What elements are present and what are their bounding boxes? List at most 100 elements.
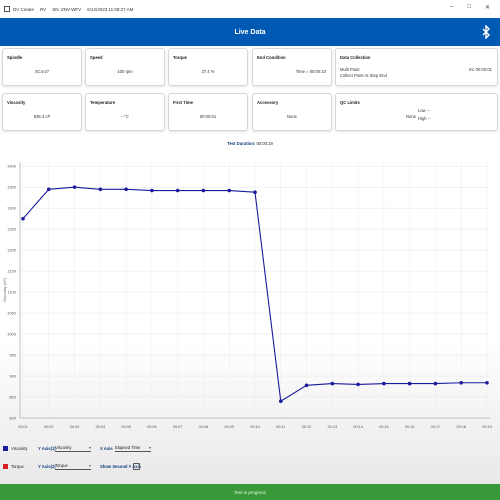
x-tick-label: 00:14 — [353, 425, 363, 429]
close-icon[interactable]: ✕ — [484, 5, 490, 11]
viscosity-point — [124, 187, 128, 192]
data-collection-label: Data Collection — [340, 55, 371, 60]
data-collection-mode: Multi Point — [340, 67, 360, 72]
second-y-axis-toggle[interactable] — [133, 463, 140, 470]
viscosity-point — [46, 187, 51, 192]
viscosity-point — [227, 188, 232, 193]
bluetooth-icon[interactable] — [480, 25, 492, 39]
viscosity-point — [382, 381, 386, 386]
y-axis2-dropdown[interactable]: Torque ▾ — [55, 462, 91, 470]
y-tick-label: 1200 — [7, 248, 17, 253]
y-tick-label: 1100 — [7, 290, 16, 295]
torque-swatch[interactable] — [3, 463, 8, 469]
y-tick-label: 1150 — [7, 269, 16, 274]
viscosity-point — [278, 399, 283, 404]
x-axis-dropdown[interactable]: Elapsed Time ▾ — [115, 444, 151, 452]
y-tick-label: 1250 — [7, 227, 17, 232]
x-axis-value: Elapsed Time — [115, 445, 141, 450]
x-tick-label: 00:06 — [147, 425, 157, 429]
torque-value: 37.4 % — [201, 69, 215, 74]
x-tick-label: 00:17 — [431, 425, 441, 429]
y-tick-label: 800 — [9, 416, 16, 421]
y-axis1-value: Viscosity — [55, 445, 72, 450]
x-tick-label: 00:13 — [328, 425, 338, 429]
x-tick-label: 00:19 — [482, 425, 492, 429]
spindle-card: Spindle SC4-27 — [2, 48, 82, 86]
x-tick-label: 00:04 — [96, 425, 106, 429]
qc-high: High -- — [418, 116, 431, 121]
viscosity-label: Viscosity — [7, 100, 26, 105]
series-row-viscosity: Viscosity Y Axis(1) Viscosity ▾ X Axis E… — [0, 442, 500, 454]
accessory-card: Accessory None — [252, 93, 332, 131]
viscosity-swatch[interactable] — [3, 445, 8, 451]
menu-icon[interactable] — [4, 6, 10, 12]
viscosity-point — [150, 188, 154, 193]
temperature-value: --°C — [121, 114, 129, 119]
viscosity-card: Viscosity 835.3 cP — [2, 93, 82, 131]
y-tick-label: 850 — [9, 395, 16, 400]
x-tick-label: 00:02 — [44, 425, 54, 429]
end-condition-label: End Condition — [257, 55, 286, 60]
window-titlebar: DV Create RV SN: ZNV-WFV 6/12/2023 11:08… — [0, 0, 500, 19]
viscosity-point — [175, 188, 180, 193]
y-tick-label: 1350 — [7, 185, 17, 190]
x-tick-label: 00:15 — [379, 425, 389, 429]
x-tick-label: 00:07 — [173, 425, 183, 429]
viscosity-point — [407, 381, 412, 386]
x-tick-label: 00:18 — [456, 425, 466, 429]
x-tick-label: 00:10 — [250, 425, 260, 429]
end-condition-card: End Condition Time = 00:00:10 — [252, 48, 332, 86]
device-serial: SN: ZNV-WFV — [52, 6, 82, 12]
spindle-value: SC4-27 — [34, 69, 50, 74]
data-collection-card: Data Collection Multi Point Collect Poin… — [335, 48, 498, 86]
viscosity-point — [459, 380, 464, 385]
chart-background — [0, 340, 500, 500]
end-condition-value: Time = 00:00:10 — [295, 69, 326, 74]
qc-low: Low -- — [418, 108, 430, 113]
viscosity-series-label: Viscosity — [11, 445, 28, 451]
datetime: 6/12/2023 11:08:27 AM — [87, 6, 134, 12]
torque-series-label: Torque — [11, 463, 24, 469]
series-row-torque: Torque Y Axis(2) Torque ▾ Show Second Y … — [0, 460, 500, 472]
torque-card: Torque 37.4 % — [168, 48, 248, 86]
test-duration-value: 00:00:19 — [256, 141, 273, 146]
test-duration-label: Test Duration: — [227, 141, 256, 146]
accessory-label: Accessory — [257, 100, 279, 105]
chevron-down-icon: ▾ — [88, 463, 91, 468]
y-tick-label: 1400 — [7, 164, 17, 169]
first-time-value: 00:00:01 — [199, 114, 217, 119]
window-controls: – □ ✕ — [450, 4, 496, 11]
y-tick-label: 1300 — [7, 206, 17, 211]
viscosity-point — [304, 383, 309, 388]
x-tick-label: 00:16 — [405, 425, 415, 429]
viscosity-point — [21, 216, 25, 221]
y-axis1-dropdown[interactable]: Viscosity ▾ — [55, 444, 91, 452]
data-collection-interval: Inc 00:00:01 — [468, 67, 492, 72]
temperature-card: Temperature --°C — [85, 93, 165, 131]
viscosity-point — [485, 380, 489, 385]
test-duration: Test Duration: 00:00:19 — [0, 141, 500, 146]
speed-value: 100 rpm — [117, 69, 133, 74]
app-name: DV Create — [13, 6, 35, 12]
accessory-value: None — [286, 114, 297, 119]
page-title: Live Data — [234, 28, 266, 36]
x-tick-label: 00:11 — [276, 425, 285, 429]
x-tick-label: 00:08 — [199, 425, 209, 429]
minimize-icon[interactable]: – — [450, 4, 454, 10]
qc-limits-label: QC Limits — [340, 100, 360, 105]
x-tick-label: 00:12 — [302, 425, 312, 429]
y-tick-label: 900 — [9, 374, 16, 379]
test-progress-bar: Test in progress — [0, 484, 500, 500]
temperature-label: Temperature — [90, 100, 116, 105]
x-tick-label: 00:01 — [18, 425, 28, 429]
maximize-icon[interactable]: □ — [467, 4, 471, 10]
data-collection-detail: Collect Point At Step End — [340, 73, 387, 78]
x-tick-label: 00:09 — [224, 425, 234, 429]
x-axis-label: X Axis — [100, 445, 113, 451]
progress-label: Test in progress — [234, 489, 266, 495]
y-tick-label: 1050 — [7, 311, 17, 316]
viscosity-point — [330, 381, 335, 386]
page-header: Live Data — [0, 18, 500, 46]
speed-label: Speed — [90, 55, 103, 60]
first-time-label: First Time — [173, 100, 193, 105]
